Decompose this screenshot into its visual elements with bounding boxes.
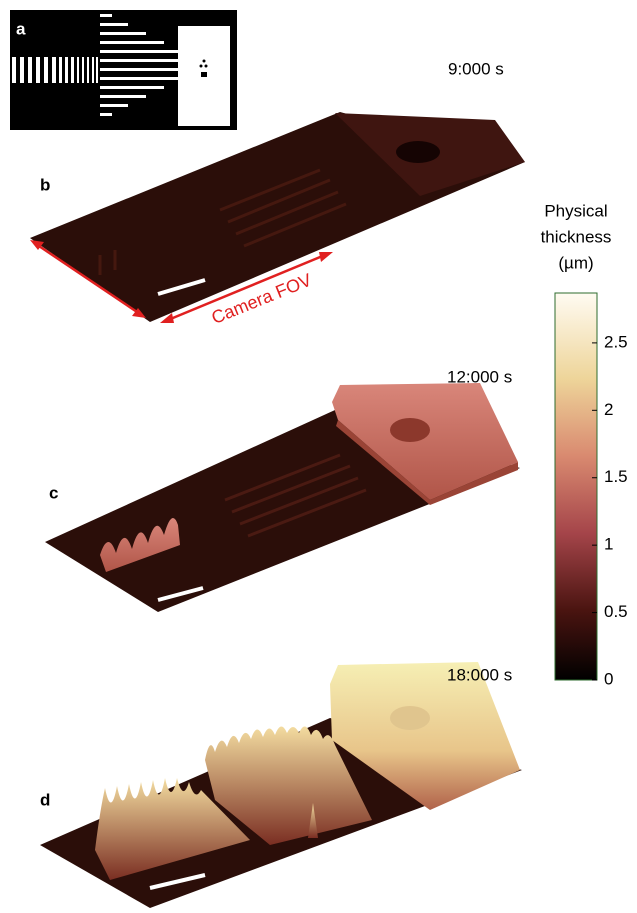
colorbar: Physical thickness (µm) 0 0.5 1 1.5 2 2.5: [541, 201, 628, 688]
colorbar-scale: [555, 293, 597, 680]
tick-label: 1.5: [604, 467, 628, 486]
time-label: 12:000 s: [447, 367, 512, 386]
panel-label: d: [40, 790, 50, 809]
tick-label: 1: [604, 535, 613, 554]
panel-label: c: [49, 483, 58, 502]
time-label: 9:000 s: [448, 59, 504, 78]
colorbar-title: thickness: [541, 227, 612, 246]
panel-d: d 18:000 s: [40, 662, 522, 908]
panel-label: a: [16, 19, 26, 38]
colorbar-title: (µm): [558, 253, 593, 272]
figure: a Camera FOV b 9:000 s c 12:000 s d 18:0…: [0, 0, 637, 913]
tick-label: 2: [604, 400, 613, 419]
tick-label: 0: [604, 669, 613, 688]
colorbar-title: Physical: [544, 201, 607, 220]
tick-label: 0.5: [604, 602, 628, 621]
panel-a: a: [10, 10, 237, 130]
time-label: 18:000 s: [447, 665, 512, 684]
tick-label: 2.5: [604, 332, 628, 351]
panel-label: b: [40, 175, 50, 194]
panel-c: c 12:000 s: [45, 367, 520, 612]
